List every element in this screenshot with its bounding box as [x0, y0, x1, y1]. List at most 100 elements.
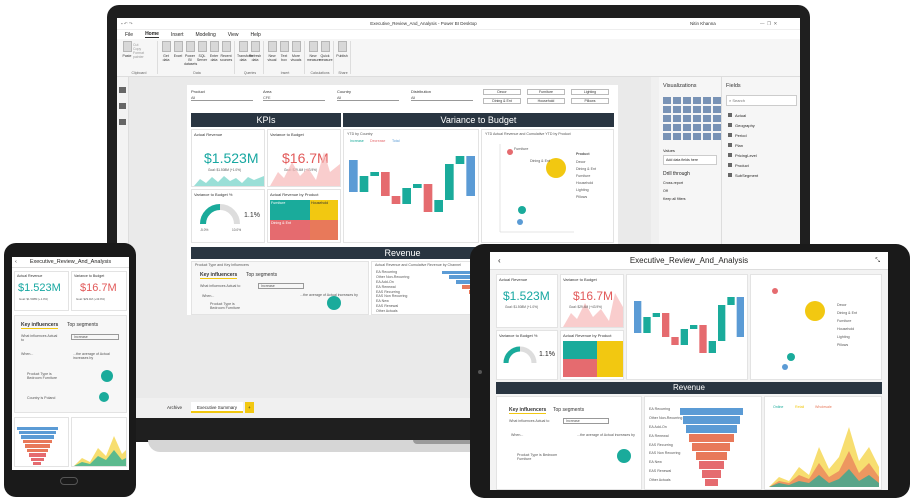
treemap-other[interactable] [310, 220, 338, 240]
tablet-waterfall-card[interactable] [626, 274, 748, 380]
sql-server-button[interactable]: SQL Server [196, 41, 208, 74]
quick-measure-button[interactable]: Quick measure [319, 41, 333, 74]
visual-type-icon[interactable] [713, 97, 721, 104]
field-item[interactable]: PricingLevel [722, 150, 800, 160]
variance-card[interactable]: Variance to Budget $16.7M Goal: $29.4M (… [267, 129, 341, 187]
visual-type-icon[interactable] [683, 133, 691, 140]
phone-ki-factor-1[interactable]: Product Type is Bedroom Furniture [27, 372, 57, 380]
collapse-icon[interactable]: ⤡ [875, 258, 880, 264]
ki-dropdown[interactable]: Increase [258, 283, 304, 289]
cross-report-toggle[interactable]: Off [663, 189, 668, 193]
phone-ki-tab-2[interactable]: Top segments [67, 322, 99, 328]
visual-type-icon[interactable] [713, 124, 721, 131]
enter-data-button[interactable]: Enter data [208, 41, 220, 74]
visual-type-icon[interactable] [693, 106, 701, 113]
refresh-data-button[interactable]: Refresh data [249, 41, 261, 74]
chip-dining[interactable]: Dining & Ent [483, 98, 521, 104]
visual-type-icon[interactable] [663, 106, 671, 113]
recent-sources-button[interactable]: Recent sources [220, 41, 232, 74]
tablet-variance-card[interactable]: Variance to Budget $16.7M Goal: $29.4M (… [560, 274, 624, 328]
field-item[interactable]: Product [722, 160, 800, 170]
phone-funnel-card[interactable] [14, 417, 69, 467]
visual-type-icon[interactable] [713, 106, 721, 113]
actual-revenue-card[interactable]: Actual Revenue $1.523M Goal: $1.508M (+1… [191, 129, 265, 187]
tablet-treemap-card[interactable]: Actual Revenue by Product [560, 330, 624, 380]
add-fields-well[interactable]: Add data fields here [663, 155, 717, 165]
report-view-icon[interactable] [119, 87, 126, 93]
treemap-dining[interactable]: Dining & Ent [270, 220, 310, 240]
visual-type-icon[interactable] [683, 124, 691, 131]
visual-type-icon[interactable] [703, 124, 711, 131]
tablet-treemap-tile[interactable] [563, 359, 597, 377]
visual-type-icon[interactable] [683, 97, 691, 104]
slicer-country[interactable]: Country All [337, 89, 399, 105]
window-controls[interactable]: — ❐ ✕ [760, 20, 778, 26]
variance-pct-card[interactable]: Variance to Budget % 1.1% -5.0% 10.0% [191, 189, 265, 243]
treemap-card[interactable]: Actual Revenue by Product Furniture Dini… [267, 189, 341, 243]
scatter-card[interactable]: YTD Actual Revenue and Cumulative YTD by… [481, 129, 614, 243]
publish-button[interactable]: Publish [336, 41, 348, 74]
visual-type-icon[interactable] [673, 97, 681, 104]
ki-tab-top-segments[interactable]: Top segments [246, 272, 278, 278]
chip-decor[interactable]: Decor [483, 89, 521, 95]
visual-type-icon[interactable] [673, 124, 681, 131]
model-view-icon[interactable] [119, 119, 126, 125]
menu-home[interactable]: Home [145, 31, 159, 38]
quick-access-icons[interactable]: ▪ ↶ ↷ [121, 20, 133, 26]
visual-type-icon[interactable] [663, 133, 671, 140]
tablet-actual-revenue-card[interactable]: Actual Revenue $1.523M Goal: $1.508M (+1… [496, 274, 558, 328]
visual-type-icon[interactable] [703, 133, 711, 140]
phone-ki-factor-2[interactable]: Country is Poland [27, 396, 56, 400]
field-item[interactable]: Plan [722, 140, 800, 150]
tablet-gauge-card[interactable]: Variance to Budget % 1.1% [496, 330, 558, 380]
slicer-distribution[interactable]: Distribution All [411, 89, 473, 105]
add-page-button[interactable]: + [245, 402, 254, 413]
tablet-funnel-card[interactable]: EA Recurring Other Non-Recurring EA Add-On… [644, 396, 762, 490]
excel-button[interactable]: Excel [172, 41, 184, 74]
ki-tab-key-influencers[interactable]: Key influencers [200, 272, 238, 279]
fields-search-input[interactable]: ⌕ Search [726, 95, 797, 106]
tab-executive-summary[interactable]: Executive Summary [191, 402, 244, 413]
visual-type-icon[interactable] [663, 97, 671, 104]
field-item[interactable]: Actual [722, 110, 800, 120]
visual-type-icon[interactable] [683, 106, 691, 113]
tablet-area-card[interactable]: Online Retail Wholesale [764, 396, 882, 490]
visual-type-icon[interactable] [683, 115, 691, 122]
visual-type-icon[interactable] [693, 133, 701, 140]
tablet-scatter-card[interactable]: Decor Dining & Ent Furniture Household L… [750, 274, 882, 380]
cut-button[interactable]: Cut [133, 43, 139, 47]
tablet-treemap-tile[interactable] [597, 341, 623, 377]
tablet-ki-tab-2[interactable]: Top segments [553, 407, 585, 413]
slicer-product[interactable]: Product All [191, 89, 253, 105]
menu-help[interactable]: Help [250, 31, 261, 38]
visual-type-icon[interactable] [713, 133, 721, 140]
chip-pillows[interactable]: Pillows [571, 98, 609, 104]
visual-type-icon[interactable] [673, 115, 681, 122]
new-measure-button[interactable]: New measure [307, 41, 321, 74]
more-visuals-button[interactable]: More visuals [290, 41, 302, 74]
treemap-household[interactable]: Household [310, 200, 338, 220]
visual-type-icon[interactable] [693, 97, 701, 104]
powerbi-datasets-button[interactable]: Power BI datasets [184, 41, 197, 74]
text-box-button[interactable]: Text box [278, 41, 290, 74]
menu-file[interactable]: File [125, 31, 134, 38]
format-painter-button[interactable]: Format painter [133, 51, 145, 59]
menu-view[interactable]: View [227, 31, 239, 38]
visual-type-icon[interactable] [693, 124, 701, 131]
waterfall-card[interactable]: YTD by Country Increase Decrease Total [343, 129, 479, 243]
phone-ki-dropdown[interactable]: Increase [71, 334, 119, 340]
transform-data-button[interactable]: Transform data [237, 41, 253, 74]
menu-modeling[interactable]: Modeling [195, 31, 216, 38]
phone-area-card[interactable] [71, 417, 127, 467]
phone-ki-tab-1[interactable]: Key influencers [21, 322, 59, 329]
tablet-ki-factor[interactable]: Product Type is Bedroom Furniture [517, 453, 558, 461]
tablet-ki-card[interactable]: Key influencers Top segments What influe… [496, 396, 642, 490]
tablet-ki-dropdown[interactable]: Increase [563, 418, 609, 424]
chip-lighting[interactable]: Lighting [571, 89, 609, 95]
menu-insert[interactable]: Insert [170, 31, 184, 38]
field-item[interactable]: SubSegment [722, 170, 800, 180]
phone-home-button[interactable] [60, 477, 78, 485]
tablet-treemap-tile[interactable] [563, 341, 597, 359]
visual-type-icon[interactable] [713, 115, 721, 122]
field-item[interactable]: Geography [722, 120, 800, 130]
